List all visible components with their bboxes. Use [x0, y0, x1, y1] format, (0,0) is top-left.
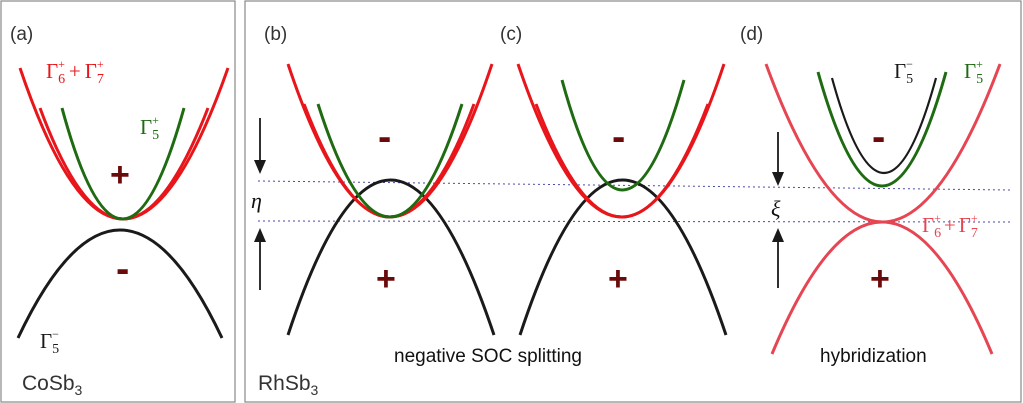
panel-a-sign-plus: +: [110, 156, 130, 194]
eta-arrowhead-down: [254, 160, 266, 174]
panel-d-sign-plus: +: [870, 260, 890, 298]
panel-b-sign-plus: +: [376, 260, 396, 298]
panel-a-green-label: Γ5+: [140, 113, 159, 143]
panel-d-green-label: Γ5+: [964, 57, 983, 87]
panel-a-material: CoSb3: [22, 372, 83, 398]
panel-b-black-band: [286, 178, 496, 336]
xi-arrowhead-down: [772, 172, 784, 186]
panel-a-green-band: [60, 107, 186, 221]
eta-arrowhead-up: [254, 228, 266, 242]
panel-d-caption: hybridization: [820, 346, 927, 367]
panel-a-black-label: Γ5−: [40, 327, 59, 357]
panel-a-label: (a): [10, 24, 33, 45]
panel-d-green-band: [816, 71, 948, 188]
panel-d-black-label: Γ5−: [894, 57, 913, 87]
panel-a-black-band: [16, 228, 224, 339]
panel-bcd-frame: [244, 0, 1022, 403]
panel-d-sign-minus: -: [872, 115, 885, 159]
panel-a-frame: [0, 0, 236, 403]
panel-c-caption: negative SOC splitting: [394, 346, 582, 367]
panel-c-red-band-inner: [534, 103, 710, 219]
panel-a-red-band-outer: [18, 67, 230, 221]
panel-b-label: (b): [264, 24, 287, 45]
panel-d-label: (d): [740, 24, 763, 45]
panel-b-green-band: [316, 103, 464, 219]
dotted-line-lower: [257, 220, 1011, 223]
panel-c-green-band: [560, 79, 686, 192]
panel-c-label: (c): [500, 24, 522, 45]
panel-a-sign-minus: -: [116, 247, 129, 291]
panel-c-sign-plus: +: [608, 260, 628, 298]
panel-c-sign-minus: -: [612, 115, 625, 159]
panel-c-black-band: [518, 178, 728, 336]
xi-arrowhead-up: [772, 228, 784, 242]
xi-symbol: ξ: [771, 196, 781, 221]
panel-d-red-band-lower: [770, 220, 994, 355]
panel-d-red-label: Γ6+ + Γ7+: [922, 211, 978, 241]
eta-symbol: η: [251, 188, 262, 213]
panel-a-red-label: Γ6+ + Γ7+: [46, 57, 104, 87]
panel-b-material: RhSb3: [258, 372, 319, 398]
panel-b-sign-minus: -: [378, 115, 391, 159]
panel-d-black-band: [830, 77, 938, 175]
